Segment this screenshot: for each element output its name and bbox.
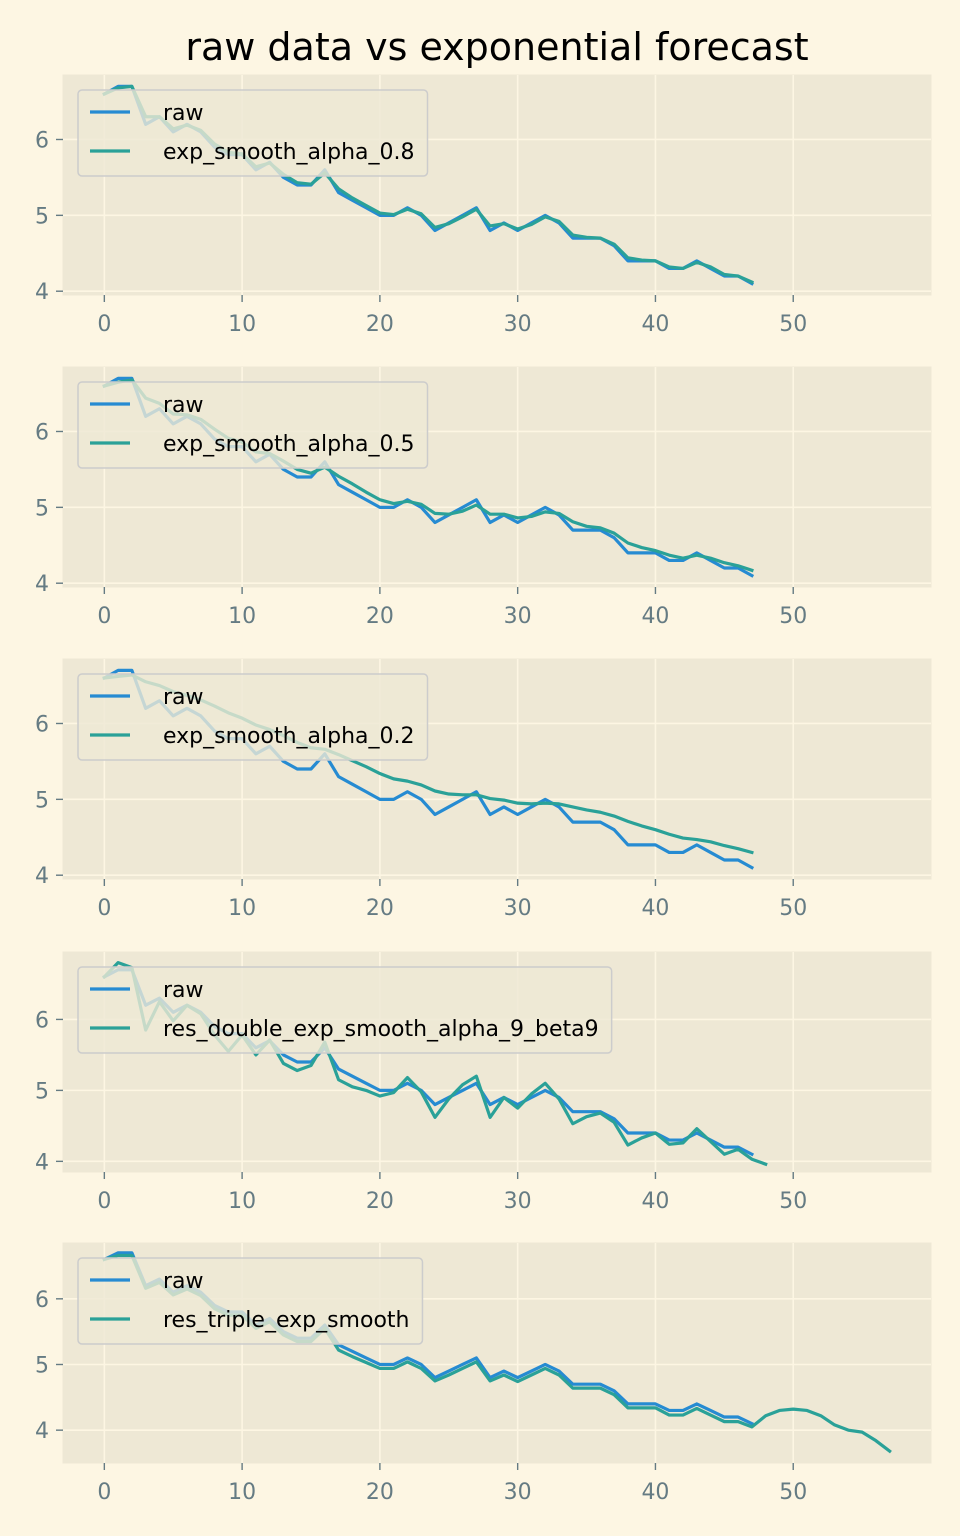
y-tick-label: 6 [35, 712, 49, 737]
legend-label: raw [163, 101, 204, 126]
subplot-5: 0 10 20 30 40 50 4 5 6 raw res_triple_exp_smooth [35, 1242, 932, 1505]
legend-label: raw [163, 393, 204, 418]
y-tick-label: 4 [35, 572, 49, 597]
legend: raw exp_smooth_alpha_0.5 [77, 381, 429, 469]
y-tick-label: 5 [35, 1079, 49, 1104]
x-tick-label: 50 [779, 604, 807, 629]
x-tick-label: 10 [228, 1480, 256, 1505]
x-tick-label: 50 [779, 312, 807, 337]
x-tick-label: 0 [97, 896, 111, 921]
y-tick-label: 6 [35, 1288, 49, 1313]
y-tick-label: 5 [35, 496, 49, 521]
legend-box [77, 381, 429, 469]
x-tick-label: 40 [641, 604, 669, 629]
x-tick-label: 10 [228, 1189, 256, 1214]
legend: raw res_triple_exp_smooth [77, 1257, 424, 1345]
legend-box [77, 89, 429, 177]
legend: raw exp_smooth_alpha_0.8 [77, 89, 429, 177]
x-tick-label: 0 [97, 312, 111, 337]
legend: raw res_double_exp_smooth_alpha_9_beta9 [77, 966, 613, 1054]
x-tick-label: 20 [366, 1189, 394, 1214]
x-tick-label: 40 [641, 896, 669, 921]
y-tick-label: 4 [35, 864, 49, 889]
x-tick-label: 20 [366, 312, 394, 337]
x-tick-label: 30 [504, 312, 532, 337]
y-tick-label: 5 [35, 788, 49, 813]
x-tick-label: 40 [641, 1480, 669, 1505]
legend-box [77, 673, 429, 761]
y-tick-label: 4 [35, 1419, 49, 1444]
x-tick-label: 0 [97, 1480, 111, 1505]
x-tick-label: 0 [97, 1189, 111, 1214]
x-tick-label: 10 [228, 604, 256, 629]
legend-label: raw [163, 1269, 204, 1294]
x-tick-label: 30 [504, 604, 532, 629]
legend-box [77, 966, 613, 1054]
x-tick-label: 30 [504, 896, 532, 921]
x-tick-label: 20 [366, 1480, 394, 1505]
legend-box [77, 1257, 424, 1345]
x-tick-label: 50 [779, 1480, 807, 1505]
y-tick-label: 6 [35, 128, 49, 153]
y-tick-label: 5 [35, 1353, 49, 1378]
legend-label: exp_smooth_alpha_0.5 [163, 432, 415, 457]
subplot-3: 0 10 20 30 40 50 4 5 6 raw exp_smooth_alpha_0.2 [35, 658, 932, 921]
legend-label: res_triple_exp_smooth [163, 1308, 409, 1333]
figure-title: raw data vs exponential forecast [185, 25, 808, 69]
x-tick-label: 20 [366, 896, 394, 921]
x-tick-label: 30 [504, 1189, 532, 1214]
x-tick-label: 50 [779, 896, 807, 921]
y-tick-label: 4 [35, 1150, 49, 1175]
legend-label: res_double_exp_smooth_alpha_9_beta9 [163, 1017, 599, 1042]
x-tick-label: 50 [779, 1189, 807, 1214]
y-tick-label: 6 [35, 1008, 49, 1033]
y-tick-label: 6 [35, 420, 49, 445]
x-tick-label: 20 [366, 604, 394, 629]
x-tick-label: 10 [228, 896, 256, 921]
subplot-1: 0 10 20 30 40 50 4 5 6 raw exp_smooth_alpha_0.8 [35, 74, 932, 337]
subplot-4: 0 10 20 30 40 50 4 5 6 raw res_double_exp_smooth_a… [35, 951, 932, 1214]
y-tick-label: 4 [35, 280, 49, 305]
legend-label: raw [163, 685, 204, 710]
legend-label: exp_smooth_alpha_0.8 [163, 140, 415, 165]
legend-label: raw [163, 978, 204, 1003]
x-tick-label: 10 [228, 312, 256, 337]
legend: raw exp_smooth_alpha_0.2 [77, 673, 429, 761]
x-tick-label: 0 [97, 604, 111, 629]
y-tick-label: 5 [35, 204, 49, 229]
subplot-2: 0 10 20 30 40 50 4 5 6 raw exp_smooth_alpha_0.5 [35, 366, 932, 629]
legend-label: exp_smooth_alpha_0.2 [163, 724, 415, 749]
x-tick-label: 40 [641, 312, 669, 337]
x-tick-label: 30 [504, 1480, 532, 1505]
x-tick-label: 40 [641, 1189, 669, 1214]
